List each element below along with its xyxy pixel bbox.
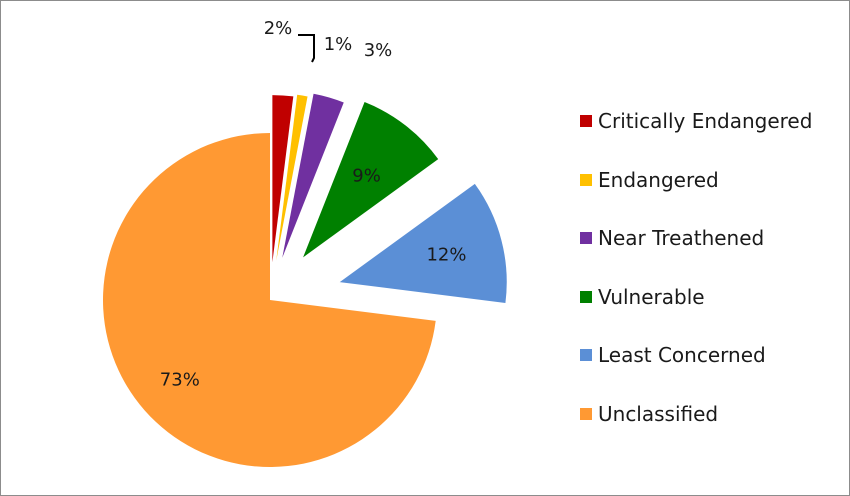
legend-swatch-least-concerned xyxy=(580,349,592,362)
legend-label: Vulnerable xyxy=(598,284,705,309)
legend-swatch-unclassified xyxy=(580,407,592,420)
slice-label: 1% xyxy=(324,34,353,55)
slice-label: 73% xyxy=(160,370,200,391)
legend-swatch-vulnerable xyxy=(580,290,592,303)
chart-legend: Critically Endangered Endangered Near Tr… xyxy=(580,92,812,443)
slice-label: 9% xyxy=(352,166,381,187)
legend-item: Unclassified xyxy=(580,385,812,444)
legend-label: Endangered xyxy=(598,167,719,192)
pie-slice-critically-endangered xyxy=(272,95,294,263)
legend-swatch-critically-endangered xyxy=(580,115,592,128)
slice-label: 12% xyxy=(426,245,466,266)
legend-item: Near Treathened xyxy=(580,209,812,268)
pie-slice-least-concerned xyxy=(339,183,507,304)
legend-swatch-near-threatened xyxy=(580,232,592,245)
pie-slice-unclassified xyxy=(103,133,436,467)
slice-label: 3% xyxy=(364,40,393,61)
legend-label: Critically Endangered xyxy=(598,109,813,134)
legend-label: Unclassified xyxy=(598,401,719,426)
legend-item: Critically Endangered xyxy=(580,92,812,151)
leader-line xyxy=(298,34,315,63)
legend-item: Least Concerned xyxy=(580,326,812,385)
legend-swatch-endangered xyxy=(580,173,592,186)
slice-label: 2% xyxy=(264,18,293,39)
legend-item: Vulnerable xyxy=(580,268,812,327)
legend-item: Endangered xyxy=(580,151,812,210)
pie-slice-vulnerable xyxy=(303,102,439,258)
pie-slice-near-treathened xyxy=(282,93,344,258)
legend-label: Near Treathened xyxy=(598,226,765,251)
legend-label: Least Concerned xyxy=(598,343,766,368)
pie-slice-endangered xyxy=(276,94,308,261)
